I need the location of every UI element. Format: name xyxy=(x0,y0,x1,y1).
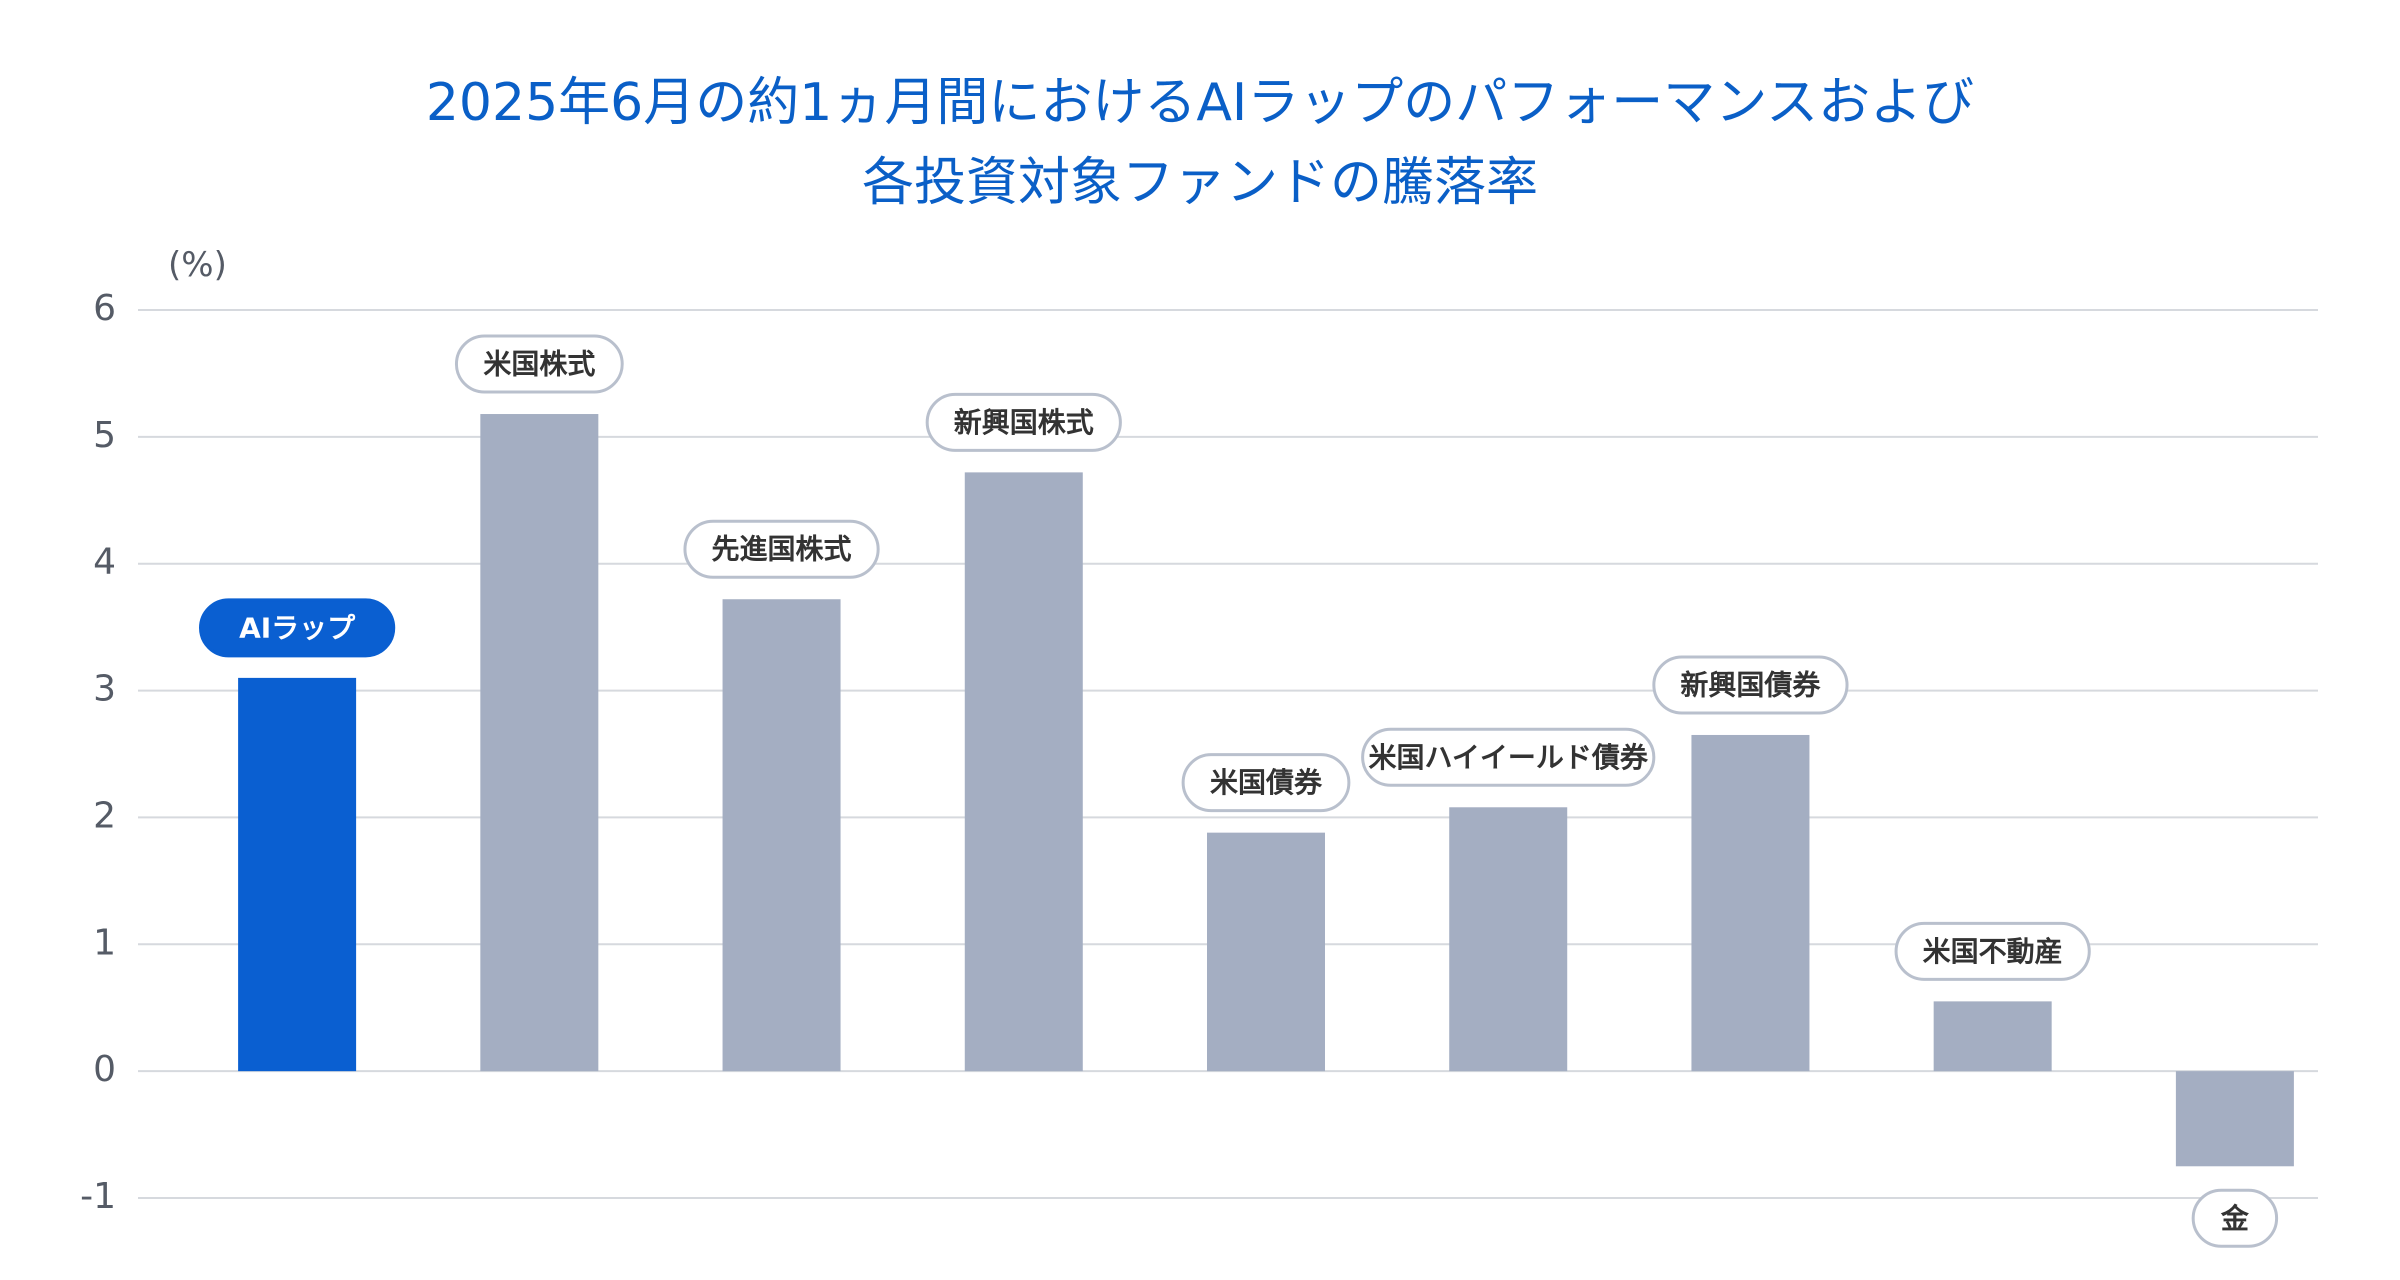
bar-label-text: 米国株式 xyxy=(483,348,595,381)
y-tick-label: 1 xyxy=(93,922,116,963)
bar-label: 米国ハイイールド債券 xyxy=(1361,727,1656,787)
y-tick-label: 2 xyxy=(93,795,116,836)
bar xyxy=(1691,734,1810,1072)
bar xyxy=(480,414,599,1072)
bar xyxy=(2175,1071,2294,1167)
bar-label-pill xyxy=(683,519,880,579)
bar-label-pill xyxy=(454,334,624,394)
bar-label-text: 米国不動産 xyxy=(1923,935,2063,968)
bar-label-pill xyxy=(199,598,396,658)
bar-label: 米国不動産 xyxy=(1894,921,2091,981)
bar-label-text: 金 xyxy=(2220,1202,2250,1235)
bar-label-text: 米国ハイイールド債券 xyxy=(1368,741,1648,774)
y-tick-label: 0 xyxy=(93,1049,116,1090)
chart-title-line-2: 各投資対象ファンドの騰落率 xyxy=(862,153,1538,213)
bar-label: AIラップ xyxy=(199,598,396,658)
bar xyxy=(1933,1001,2052,1072)
bar xyxy=(964,472,1083,1072)
bar-label-text: AIラップ xyxy=(239,611,356,644)
bar-label-text: 新興国債券 xyxy=(1680,668,1821,701)
bar-label-pill xyxy=(2191,1188,2279,1248)
y-axis-unit-label: (%) xyxy=(168,245,227,285)
y-tick-label: 6 xyxy=(93,288,116,329)
bar-label: 先進国株式 xyxy=(683,519,880,579)
bar-label-pill xyxy=(1894,921,2091,981)
bars xyxy=(238,414,2294,1167)
y-tick-label: 3 xyxy=(93,669,116,710)
bar-label: 新興国株式 xyxy=(925,392,1122,452)
y-tick-label: 5 xyxy=(93,415,116,456)
bar xyxy=(1207,832,1325,1072)
y-tick-label: 4 xyxy=(93,542,116,583)
bar xyxy=(722,599,841,1072)
bar-label: 米国債券 xyxy=(1181,753,1351,813)
bar xyxy=(238,677,357,1072)
bar-label-text: 先進国株式 xyxy=(712,533,852,566)
bar xyxy=(1449,807,1568,1072)
bar-label-pill xyxy=(1361,727,1656,787)
y-axis-ticks: 6 5 4 3 2 1 0 -1 xyxy=(80,288,116,1217)
bar-label-pill xyxy=(925,392,1122,452)
bar-label: 新興国債券 xyxy=(1652,655,1849,715)
bar-label-pill xyxy=(1181,753,1351,813)
y-tick-label: -1 xyxy=(80,1176,116,1217)
bar-label-text: 米国債券 xyxy=(1210,766,1323,799)
chart-title-line-1: 2025年6月の約1ヵ月間におけるAIラップのパフォーマンスおよび xyxy=(426,73,1974,133)
bar-label-text: 新興国株式 xyxy=(954,406,1094,439)
bar-label-pill xyxy=(1652,655,1849,715)
bar-label: 金 xyxy=(2191,1188,2279,1248)
bar-label: 米国株式 xyxy=(454,334,624,394)
